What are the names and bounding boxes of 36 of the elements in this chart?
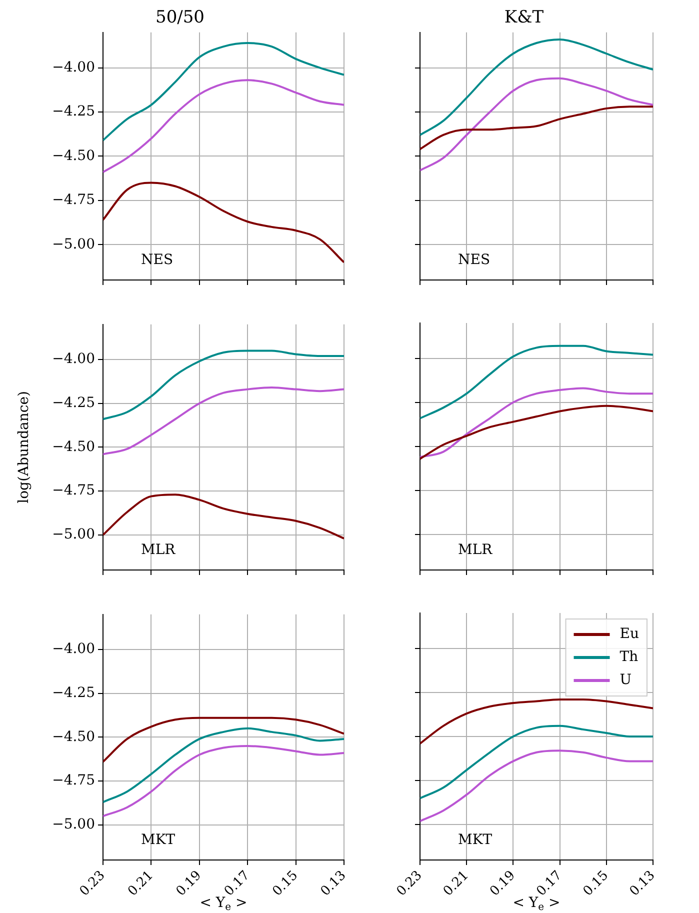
chart-title: K&T — [504, 8, 544, 28]
line-series — [103, 386, 344, 456]
y-tick-label: −5.00 — [52, 526, 95, 543]
y-tick-label: −4.25 — [52, 104, 95, 120]
legend-label: Eu — [620, 626, 640, 642]
y-tick-label: −4.50 — [52, 728, 95, 745]
line-series — [103, 42, 344, 142]
y-tick-label: −5.00 — [52, 816, 95, 833]
line-series — [103, 727, 344, 804]
y-tick-label: −4.00 — [52, 59, 95, 76]
annotation: MLR — [458, 542, 493, 558]
y-tick-label: −4.75 — [52, 192, 95, 208]
y-tick-label: −5.00 — [52, 236, 95, 252]
line-series — [103, 744, 344, 818]
annotation: NES — [458, 252, 490, 268]
legend-label: U — [620, 672, 632, 688]
line-series — [103, 182, 344, 264]
y-tick-label: −4.25 — [52, 684, 95, 701]
y-tick-label: −4.75 — [52, 772, 95, 789]
annotation: MKT — [141, 832, 176, 848]
y-tick-label: −4.50 — [52, 438, 95, 455]
y-tick-label: −4.00 — [52, 641, 95, 658]
y-tick-label: −4.75 — [52, 482, 95, 499]
line-series — [103, 79, 344, 174]
legend-label: Th — [620, 649, 638, 666]
y-axis-title: log(Abundance) — [16, 391, 32, 504]
line-series — [103, 350, 344, 420]
chart-title: 50/50 — [156, 8, 204, 28]
line-series — [103, 716, 344, 763]
annotation: MLR — [141, 542, 176, 558]
annotation: MKT — [458, 832, 493, 848]
y-tick-label: −4.00 — [52, 351, 95, 368]
y-tick-label: −4.50 — [52, 148, 95, 164]
annotation: NES — [141, 252, 174, 268]
y-tick-label: −4.25 — [52, 394, 95, 411]
line-series — [103, 494, 344, 540]
